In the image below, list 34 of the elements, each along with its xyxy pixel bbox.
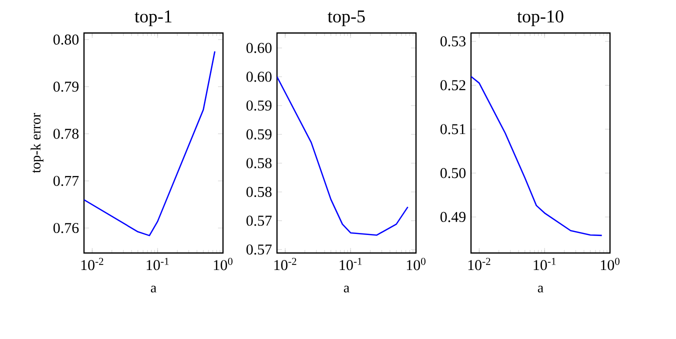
y-axis-title: top-k error [30,113,44,173]
y-tick-label: 0.50 [440,168,466,178]
x-axis-title: a [150,286,156,292]
y-tick-label: 0.51 [440,124,466,134]
chart-title: top-1 [134,10,172,26]
y-tick-label: 0.78 [53,128,79,139]
x-tick-label: 10$^{0}$ [214,258,232,270]
y-tick-label: 0.52 [440,80,466,90]
x-tick-label: 10$^{-1}$ [340,258,362,270]
y-tick-label: 0.59 [246,100,272,111]
y-tick-label: 0.79 [53,82,79,92]
x-tick-label: 10$^{-1}$ [146,258,169,270]
y-tick-label: 0.49 [440,212,466,222]
x-axis-title: a [538,286,544,292]
y-tick-label: 0.58 [246,158,272,168]
y-tick-label: 0.58 [246,186,272,198]
y-tick-label: 0.60 [246,72,272,82]
y-tick-label: 0.53 [440,36,466,46]
chart-title: top-5 [328,10,365,26]
y-tick-label: 0.80 [53,34,79,45]
y-tick-label: 0.77 [53,176,79,186]
y-tick-label: 0.57 [246,244,272,255]
y-tick-label: 0.59 [246,129,272,140]
y-tick-label: 0.60 [246,42,272,54]
x-tick-label: 10$^{0}$ [406,258,426,270]
chart-title: top-10 [517,10,564,26]
y-tick-label: 0.76 [53,222,79,234]
x-tick-label: 10$^{-1}$ [534,258,556,270]
y-tick-label: 0.57 [246,216,272,226]
x-tick-label: 10$^{-2}$ [274,258,296,270]
x-tick-label: 10$^{-2}$ [81,258,104,270]
x-tick-label: 10$^{-2}$ [468,258,490,270]
x-tick-label: 10$^{0}$ [600,258,620,270]
x-axis-title: a [344,286,350,292]
